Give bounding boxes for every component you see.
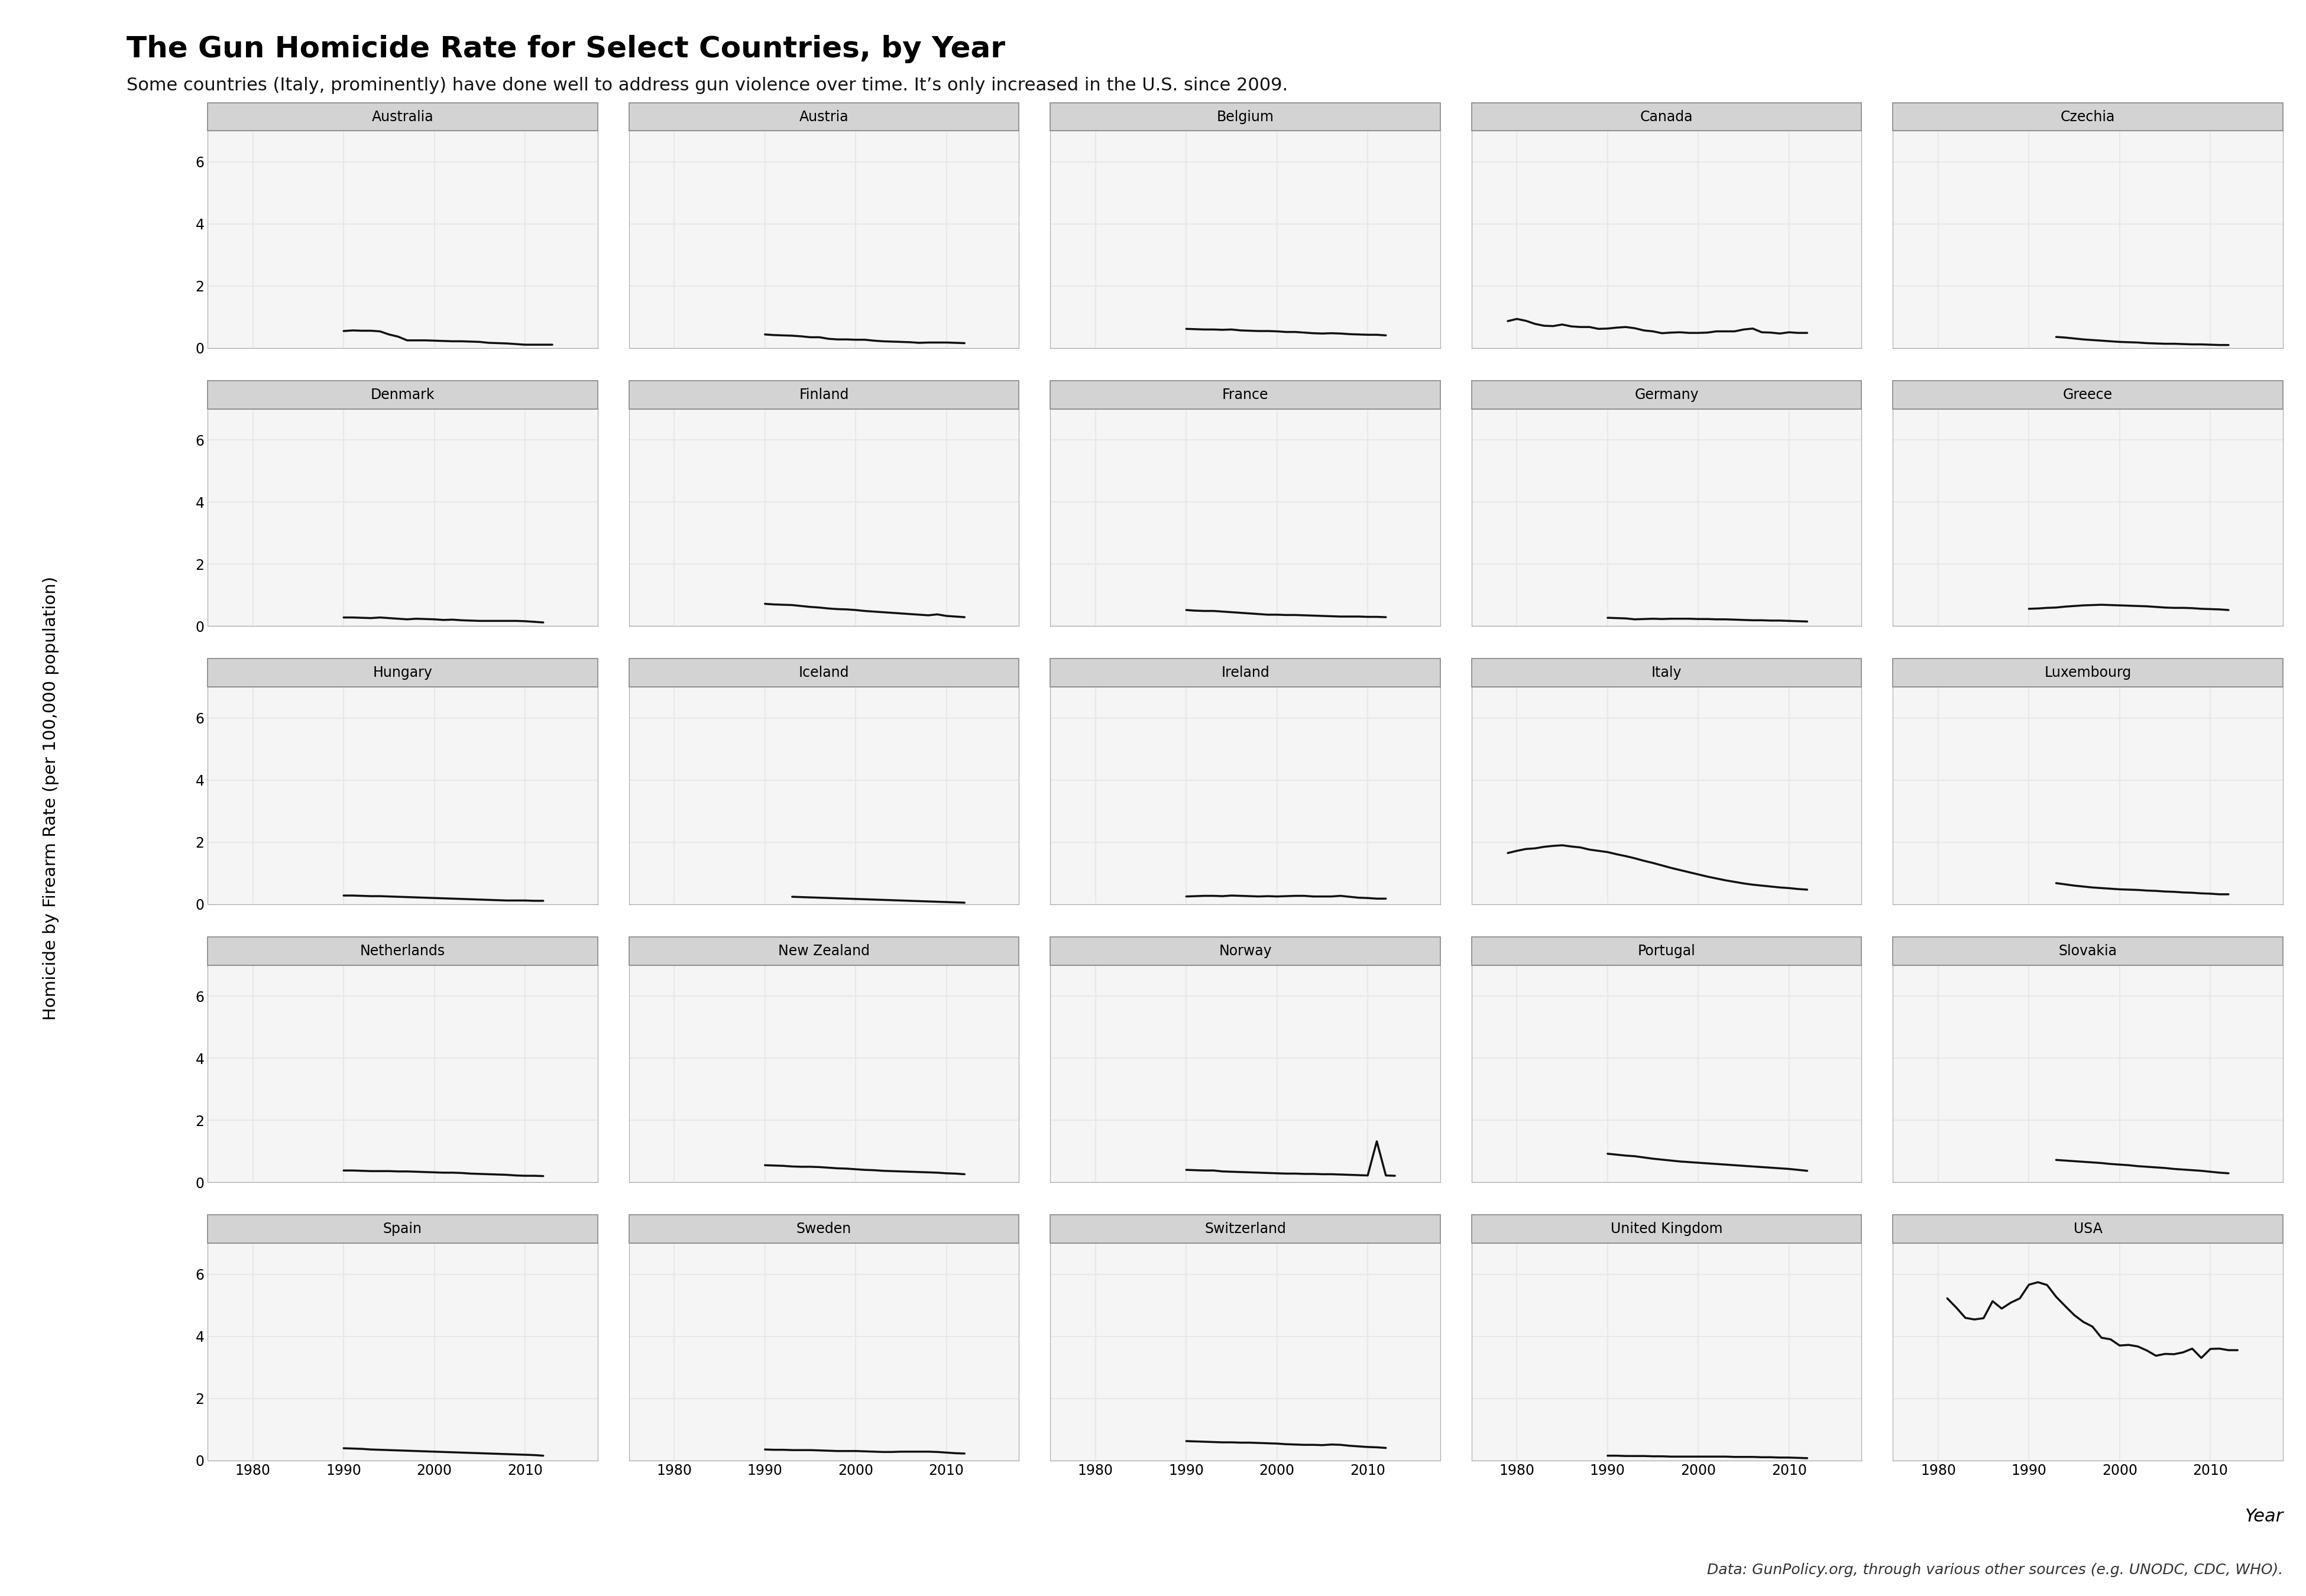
Text: Sweden: Sweden	[796, 1223, 851, 1235]
Text: Year: Year	[2244, 1508, 2283, 1526]
FancyBboxPatch shape	[1893, 937, 2283, 966]
FancyBboxPatch shape	[630, 1215, 1019, 1243]
Text: Spain: Spain	[383, 1223, 422, 1235]
Text: Italy: Italy	[1651, 666, 1681, 680]
Text: Iceland: Iceland	[798, 666, 849, 680]
FancyBboxPatch shape	[630, 659, 1019, 686]
FancyBboxPatch shape	[1471, 1215, 1861, 1243]
Text: Belgium: Belgium	[1218, 110, 1273, 124]
Text: Denmark: Denmark	[371, 388, 434, 402]
FancyBboxPatch shape	[1049, 102, 1441, 131]
Text: Slovakia: Slovakia	[2059, 943, 2117, 958]
Text: Netherlands: Netherlands	[360, 943, 445, 958]
FancyBboxPatch shape	[630, 102, 1019, 131]
Text: New Zealand: New Zealand	[777, 943, 869, 958]
FancyBboxPatch shape	[630, 937, 1019, 966]
Text: Canada: Canada	[1640, 110, 1693, 124]
Text: Luxembourg: Luxembourg	[2045, 666, 2131, 680]
Text: Data: GunPolicy.org, through various other sources (e.g. UNODC, CDC, WHO).: Data: GunPolicy.org, through various oth…	[1706, 1562, 2283, 1577]
FancyBboxPatch shape	[1049, 659, 1441, 686]
FancyBboxPatch shape	[1893, 1215, 2283, 1243]
Text: The Gun Homicide Rate for Select Countries, by Year: The Gun Homicide Rate for Select Countri…	[127, 35, 1005, 64]
Text: Hungary: Hungary	[374, 666, 434, 680]
FancyBboxPatch shape	[208, 937, 597, 966]
Text: France: France	[1222, 388, 1268, 402]
FancyBboxPatch shape	[1049, 1215, 1441, 1243]
Text: Greece: Greece	[2064, 388, 2112, 402]
FancyBboxPatch shape	[1471, 659, 1861, 686]
FancyBboxPatch shape	[630, 381, 1019, 409]
Text: Ireland: Ireland	[1222, 666, 1268, 680]
Text: Norway: Norway	[1220, 943, 1271, 958]
FancyBboxPatch shape	[1471, 937, 1861, 966]
FancyBboxPatch shape	[1893, 381, 2283, 409]
FancyBboxPatch shape	[1471, 102, 1861, 131]
Text: United Kingdom: United Kingdom	[1610, 1223, 1723, 1235]
Text: Switzerland: Switzerland	[1204, 1223, 1287, 1235]
FancyBboxPatch shape	[208, 102, 597, 131]
FancyBboxPatch shape	[1049, 381, 1441, 409]
FancyBboxPatch shape	[208, 381, 597, 409]
Text: Portugal: Portugal	[1637, 943, 1695, 958]
FancyBboxPatch shape	[1049, 937, 1441, 966]
Text: Finland: Finland	[798, 388, 849, 402]
Text: Austria: Austria	[800, 110, 849, 124]
FancyBboxPatch shape	[1893, 659, 2283, 686]
Text: USA: USA	[2073, 1223, 2103, 1235]
FancyBboxPatch shape	[208, 659, 597, 686]
Text: Czechia: Czechia	[2062, 110, 2115, 124]
Text: Australia: Australia	[371, 110, 434, 124]
Text: Germany: Germany	[1635, 388, 1700, 402]
FancyBboxPatch shape	[1471, 381, 1861, 409]
Text: Some countries (Italy, prominently) have done well to address gun violence over : Some countries (Italy, prominently) have…	[127, 77, 1289, 94]
FancyBboxPatch shape	[208, 1215, 597, 1243]
FancyBboxPatch shape	[1893, 102, 2283, 131]
Text: Homicide by Firearm Rate (per 100,000 population): Homicide by Firearm Rate (per 100,000 po…	[42, 576, 60, 1020]
